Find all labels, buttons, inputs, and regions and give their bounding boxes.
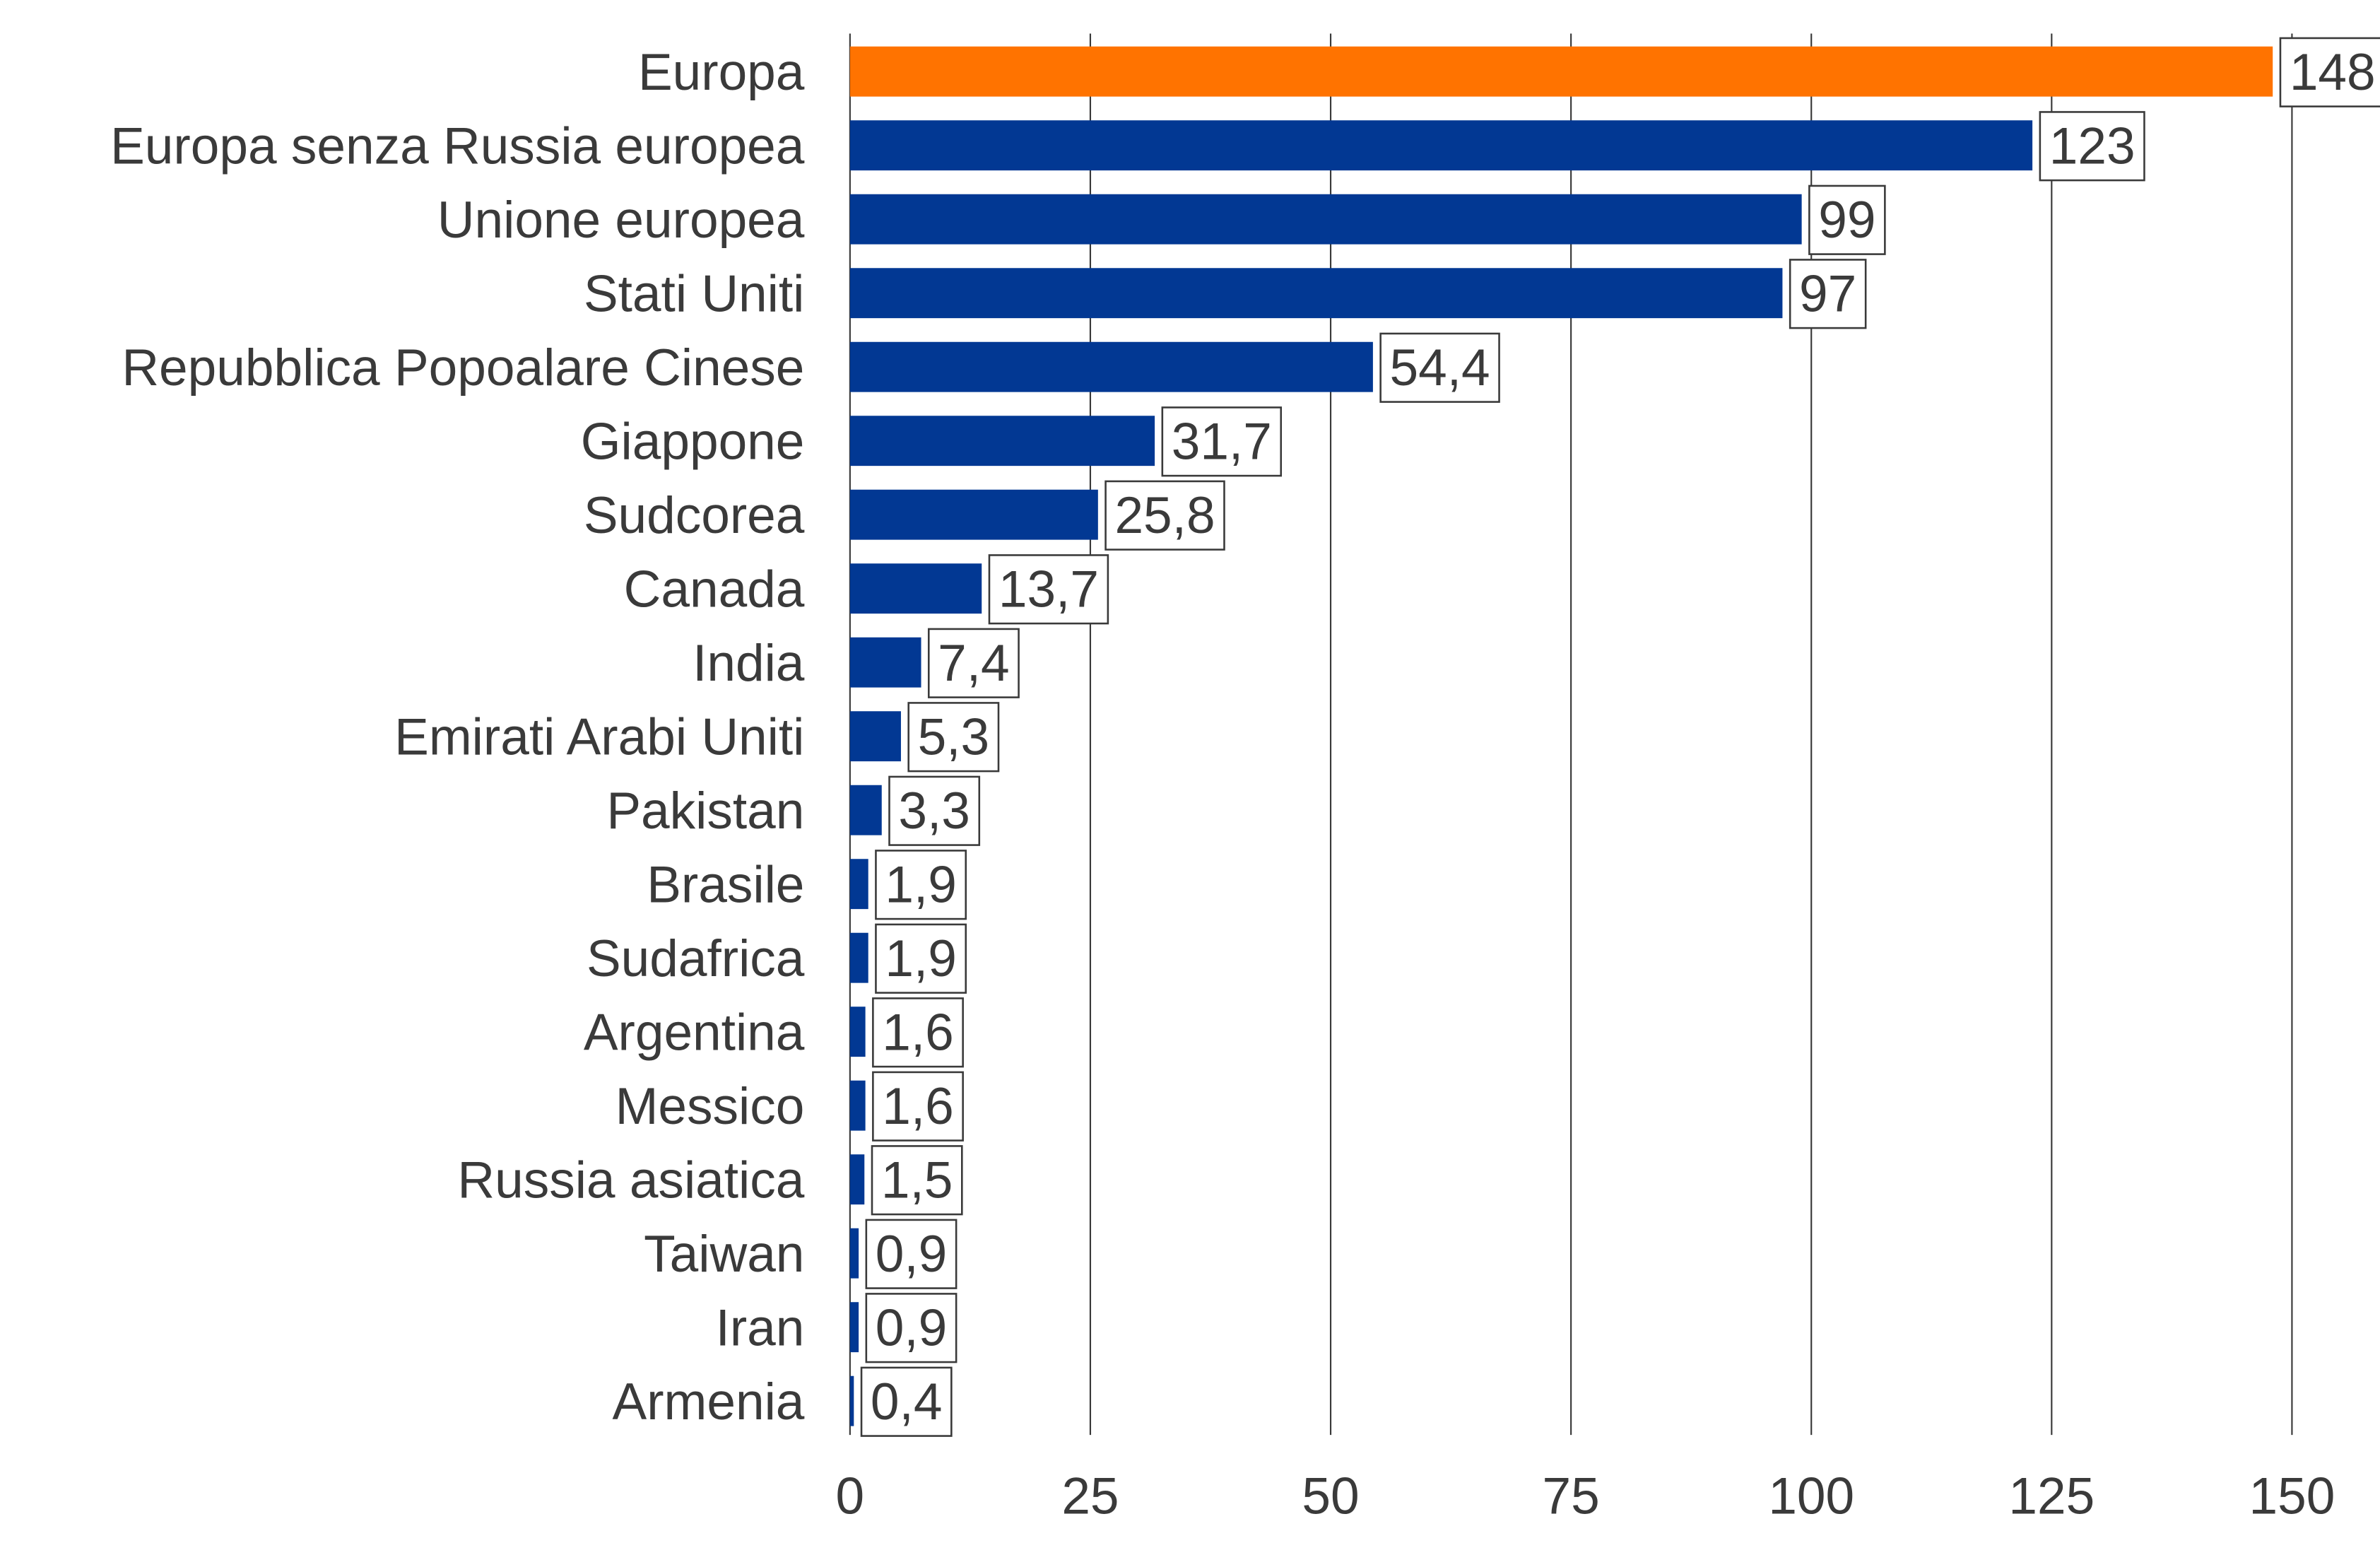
x-tick-label: 75 [1543,1468,1600,1525]
data-label-box [860,1366,953,1437]
data-label: 0,9 [876,1226,948,1283]
data-label: 1,9 [885,930,957,987]
data-label: 3,3 [898,782,970,840]
bar [849,637,921,688]
bars [849,46,2273,1426]
category-label: Sudafrica [587,930,805,987]
data-label-box [907,702,1000,773]
data-label-box [865,1219,958,1289]
data-label: 7,4 [938,635,1010,692]
category-label: Argentina [584,1004,805,1061]
bar [849,416,1155,466]
data-label: 54,4 [1390,339,1490,397]
data-label: 0,4 [871,1373,943,1431]
bar [849,1375,854,1426]
data-label: 13,7 [998,561,1099,618]
data-label: 25,8 [1114,487,1215,544]
category-label: Taiwan [644,1226,804,1283]
x-tick-label: 125 [2008,1468,2095,1525]
data-label: 1,5 [881,1151,953,1209]
bar [849,489,1098,540]
bar [849,1154,865,1205]
data-label-box [1104,480,1225,551]
data-label: 97 [1799,265,1856,322]
data-label-box [1379,332,1500,403]
data-label: 1,6 [882,1078,954,1135]
x-tick-label: 0 [836,1468,865,1525]
category-label: Canada [624,561,805,618]
category-label: Brasile [647,856,804,913]
bar [849,859,868,910]
category-label: Iran [716,1299,805,1356]
data-label-box [988,554,1109,625]
data-label: 123 [2049,117,2135,175]
data-label-box [2039,111,2145,182]
category-label: Pakistan [606,782,804,840]
bar [849,268,1783,319]
data-label: 31,7 [1172,413,1272,470]
bar [849,1007,866,1057]
data-label-box [1161,406,1283,477]
data-label-box [1808,184,1886,255]
category-label: Stati Uniti [584,265,804,322]
category-label: India [693,635,805,692]
bar [849,46,2273,97]
data-label: 0,9 [876,1299,948,1356]
data-label: 1,9 [885,856,957,913]
data-label: 1,6 [882,1004,954,1061]
data-label-box [875,923,967,994]
data-label-box [888,775,981,846]
category-label: Europa [638,44,805,101]
data-label-box [2279,37,2380,107]
data-label-box [872,1071,964,1142]
bar [849,1080,866,1131]
bar [849,932,868,983]
data-label: 99 [1818,192,1875,249]
category-label: Europa senza Russia europea [110,117,805,175]
category-label: Sudcorea [584,487,805,544]
data-label-box [1789,259,1867,329]
category-label: Emirati Arabi Uniti [394,708,804,765]
category-label: Unione europea [437,192,805,249]
x-tick-label: 25 [1061,1468,1119,1525]
category-label: Russia asiatica [457,1151,804,1209]
category-label: Messico [615,1078,805,1135]
bar [849,1302,859,1353]
category-label: Giappone [581,413,805,470]
data-label-box [927,628,1020,698]
bar [849,120,2033,171]
data-labels: 148 123 99 97 54,4 31,7 25,8 13,7 7,4 5,3 3,3 1,9 1,… [860,37,2380,1437]
bar [849,194,1802,245]
bar [849,711,901,762]
x-tick-label: 50 [1302,1468,1359,1525]
data-label-box [872,997,964,1068]
data-label-box [875,850,967,920]
category-label: Repubblica Popoalare Cinese [122,339,804,397]
bar [849,341,1373,392]
x-tick-labels: 0 25 50 75 100 125 150 [836,1468,2335,1525]
bar [849,785,882,835]
data-label: 148 [2290,44,2376,101]
category-label: Armenia [613,1373,805,1431]
bar [849,563,982,614]
data-label-box [871,1145,963,1216]
data-label-box [865,1293,958,1363]
bar [849,1228,859,1279]
x-tick-label: 100 [1768,1468,1854,1525]
x-tick-label: 150 [2249,1468,2335,1525]
category-labels: Europa Europa senza Russia europea Unione … [110,44,805,1431]
data-label: 5,3 [918,708,990,765]
